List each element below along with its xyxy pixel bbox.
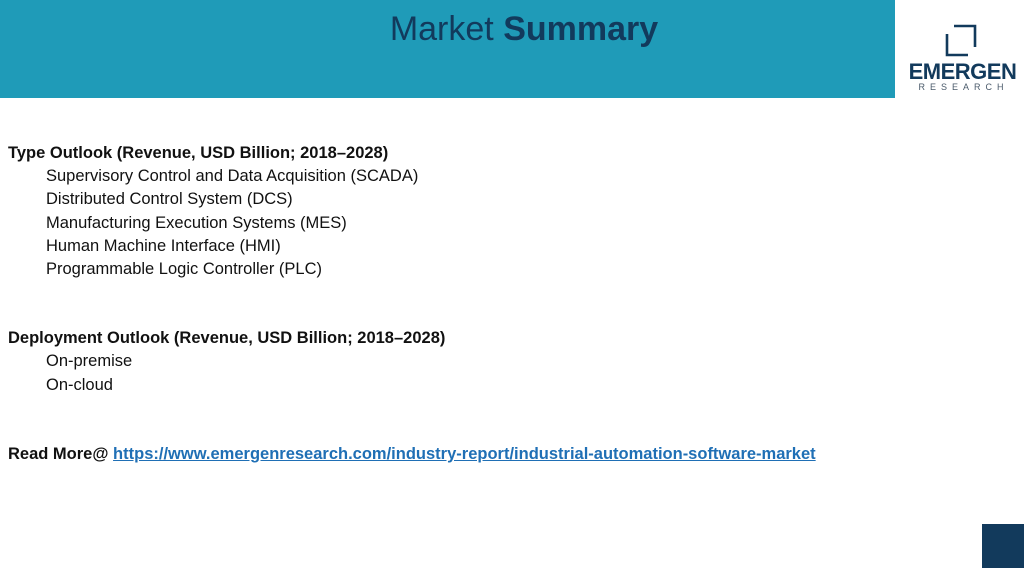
list-item: Distributed Control System (DCS) (46, 190, 293, 209)
list-item: Human Machine Interface (HMI) (46, 236, 281, 255)
list-item: Programmable Logic Controller (PLC) (46, 260, 323, 279)
deployment-outlook-heading: Deployment Outlook (Revenue, USD Billion… (8, 329, 446, 348)
spacer (8, 397, 998, 443)
list-item: On-cloud (46, 375, 113, 394)
type-outlook-heading: Type Outlook (Revenue, USD Billion; 2018… (8, 144, 389, 162)
title-light-part: Market (389, 10, 494, 48)
page-title: Market Summary (0, 10, 1024, 49)
summary-content: Type Outlook (Revenue, USD Billion; 2018… (8, 142, 998, 466)
logo-subtitle: RESEARCH (918, 82, 1009, 92)
logo-area (895, 0, 1024, 98)
report-link[interactable]: https://www.emergenresearch.com/industry… (113, 444, 816, 463)
emergen-logo-icon (945, 24, 977, 57)
read-more-label: Read More@ (8, 444, 109, 463)
header-banner: Market Summary (0, 0, 895, 98)
list-item: On-premise (46, 352, 133, 371)
read-more-line: Read More@ https://www.emergenresearch.c… (8, 443, 998, 466)
list-item: Manufacturing Execution Systems (MES) (46, 213, 347, 232)
logo-name: EMERGEN (908, 59, 1017, 84)
spacer (8, 281, 998, 327)
title-bold-part: Summary (503, 10, 659, 48)
list-item: Supervisory Control and Data Acquisition… (46, 167, 419, 186)
corner-accent-block (982, 524, 1024, 568)
